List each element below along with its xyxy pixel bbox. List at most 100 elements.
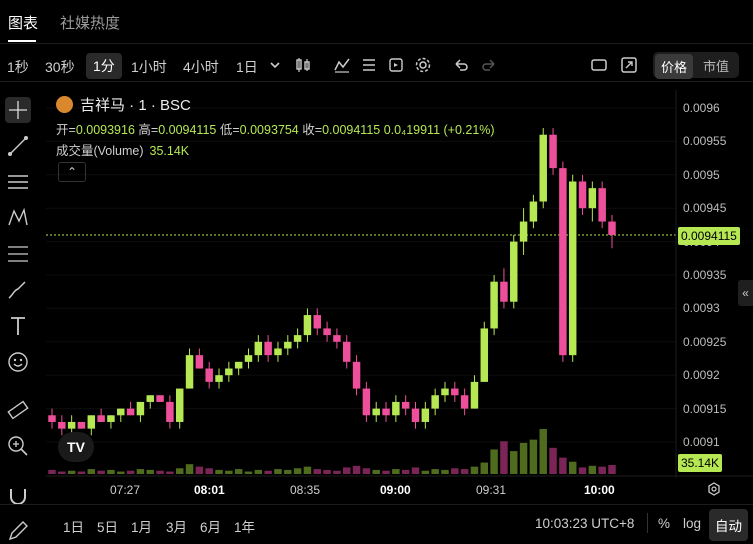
volume-bar [608,465,616,474]
volume-bar [264,470,272,474]
toggle-market-cap[interactable]: 市值 [703,59,730,74]
volume-bar [254,469,263,474]
candle-body [234,361,243,369]
volume-bars [48,429,616,474]
crosshair-icon[interactable] [5,97,31,123]
pencil-icon[interactable] [5,518,31,544]
toggle-price[interactable]: 价格 [655,54,694,79]
volume-bar [549,447,557,474]
price-tick-label: 0.00955 [683,134,727,149]
volume-bar [313,469,321,474]
brush-icon[interactable] [5,277,31,303]
clock-timezone[interactable]: 10:03:23 UTC+8 [535,516,635,531]
time-tick-label: 08:01 [194,483,225,497]
candle-body [284,341,292,349]
range-1d[interactable]: 1日 [63,520,85,535]
close-label: 收= [302,123,323,137]
range-1m[interactable]: 1月 [131,520,153,535]
tab-chart[interactable]: 图表 [8,15,39,32]
volume-bar [126,470,135,474]
volume-bar [362,468,371,474]
candle-body [529,201,538,222]
collapse-legend-button[interactable]: ⌃ [58,162,86,182]
candle-body [146,395,154,402]
candle-body [490,281,498,329]
emoji-icon[interactable] [5,349,31,375]
candle-body [156,395,164,402]
list-icon[interactable] [360,56,378,74]
open-label: 开= [56,123,76,137]
layout-icon[interactable] [590,56,608,74]
candle-body [352,361,361,389]
interval-30s[interactable]: 30秒 [45,59,75,75]
bottom-bar: 1日 5日 1月 3月 6月 1年 10:03:23 UTC+8 % log 自… [0,504,753,544]
interval-1d[interactable]: 1日 [236,59,258,75]
volume-bar [87,469,96,474]
volume-readout: 成交量(Volume) 35.14K [56,140,189,159]
candle-body [87,415,96,429]
undo-icon[interactable] [452,56,470,74]
volume-bar [578,467,587,474]
candle-body [382,408,390,416]
pattern-icon[interactable] [5,205,31,231]
volume-bar [107,469,115,474]
interval-1s[interactable]: 1秒 [7,59,29,75]
range-5d[interactable]: 5日 [97,520,119,535]
redo-icon[interactable] [480,56,498,74]
candle-body [303,315,312,336]
log-toggle[interactable]: log [683,516,702,531]
chevron-down-icon[interactable] [266,56,284,74]
fullscreen-icon[interactable] [620,56,638,74]
volume-bar [225,470,233,474]
auto-scale-toggle[interactable]: 自动 [709,509,748,541]
volume-bar [303,466,312,474]
volume-bar [284,469,292,474]
fib-icon[interactable] [5,241,31,267]
high-value: 0.0094115 [158,123,217,137]
axis-settings-icon[interactable] [706,481,722,497]
interval-1h[interactable]: 1小时 [131,59,167,75]
candle-body [166,401,174,422]
close-value: 0.0094115 [322,123,381,137]
candle-body [126,408,135,416]
candle-body [441,388,449,396]
candle-body [333,335,341,342]
trend-line-icon[interactable] [5,133,31,159]
candle-body [401,401,410,409]
interval-4h[interactable]: 4小时 [183,59,219,75]
expand-panel-button[interactable]: « [738,280,753,306]
candle-body [175,388,184,422]
zoom-in-icon[interactable] [5,433,31,459]
change-value: 0.0₄19911 (+0.21%) [383,123,495,137]
time-tick-label: 08:35 [290,483,321,497]
volume-bar [401,469,410,474]
text-tool-icon[interactable] [5,313,31,339]
volume-bar [470,466,479,474]
range-3m[interactable]: 3月 [166,520,188,535]
price-tick-label: 0.00935 [683,268,727,282]
candle-body [598,188,606,222]
tab-social-heat[interactable]: 社媒热度 [60,15,121,32]
price-marketcap-toggle: 价格 市值 [653,52,739,79]
volume-bar [156,470,164,474]
range-1y[interactable]: 1年 [234,520,256,535]
volume-bar [136,469,145,474]
percent-toggle[interactable]: % [658,516,671,531]
replay-icon[interactable] [387,56,405,74]
candle-body [323,328,331,336]
volume-bar [441,469,449,474]
volume-bar [519,442,528,474]
interval-1m[interactable]: 1分 [86,53,122,79]
volume-bar [490,449,498,474]
horizontal-lines-icon[interactable] [5,169,31,195]
candlestick-type-icon[interactable] [294,56,312,74]
volume-bar [539,429,547,474]
indicators-icon[interactable] [333,56,351,74]
ruler-icon[interactable] [5,397,31,423]
candle-body [539,134,547,202]
range-6m[interactable]: 6月 [200,520,222,535]
candle-body [480,328,489,382]
gear-icon[interactable] [414,56,432,74]
price-tick-label: 0.00915 [683,401,727,416]
